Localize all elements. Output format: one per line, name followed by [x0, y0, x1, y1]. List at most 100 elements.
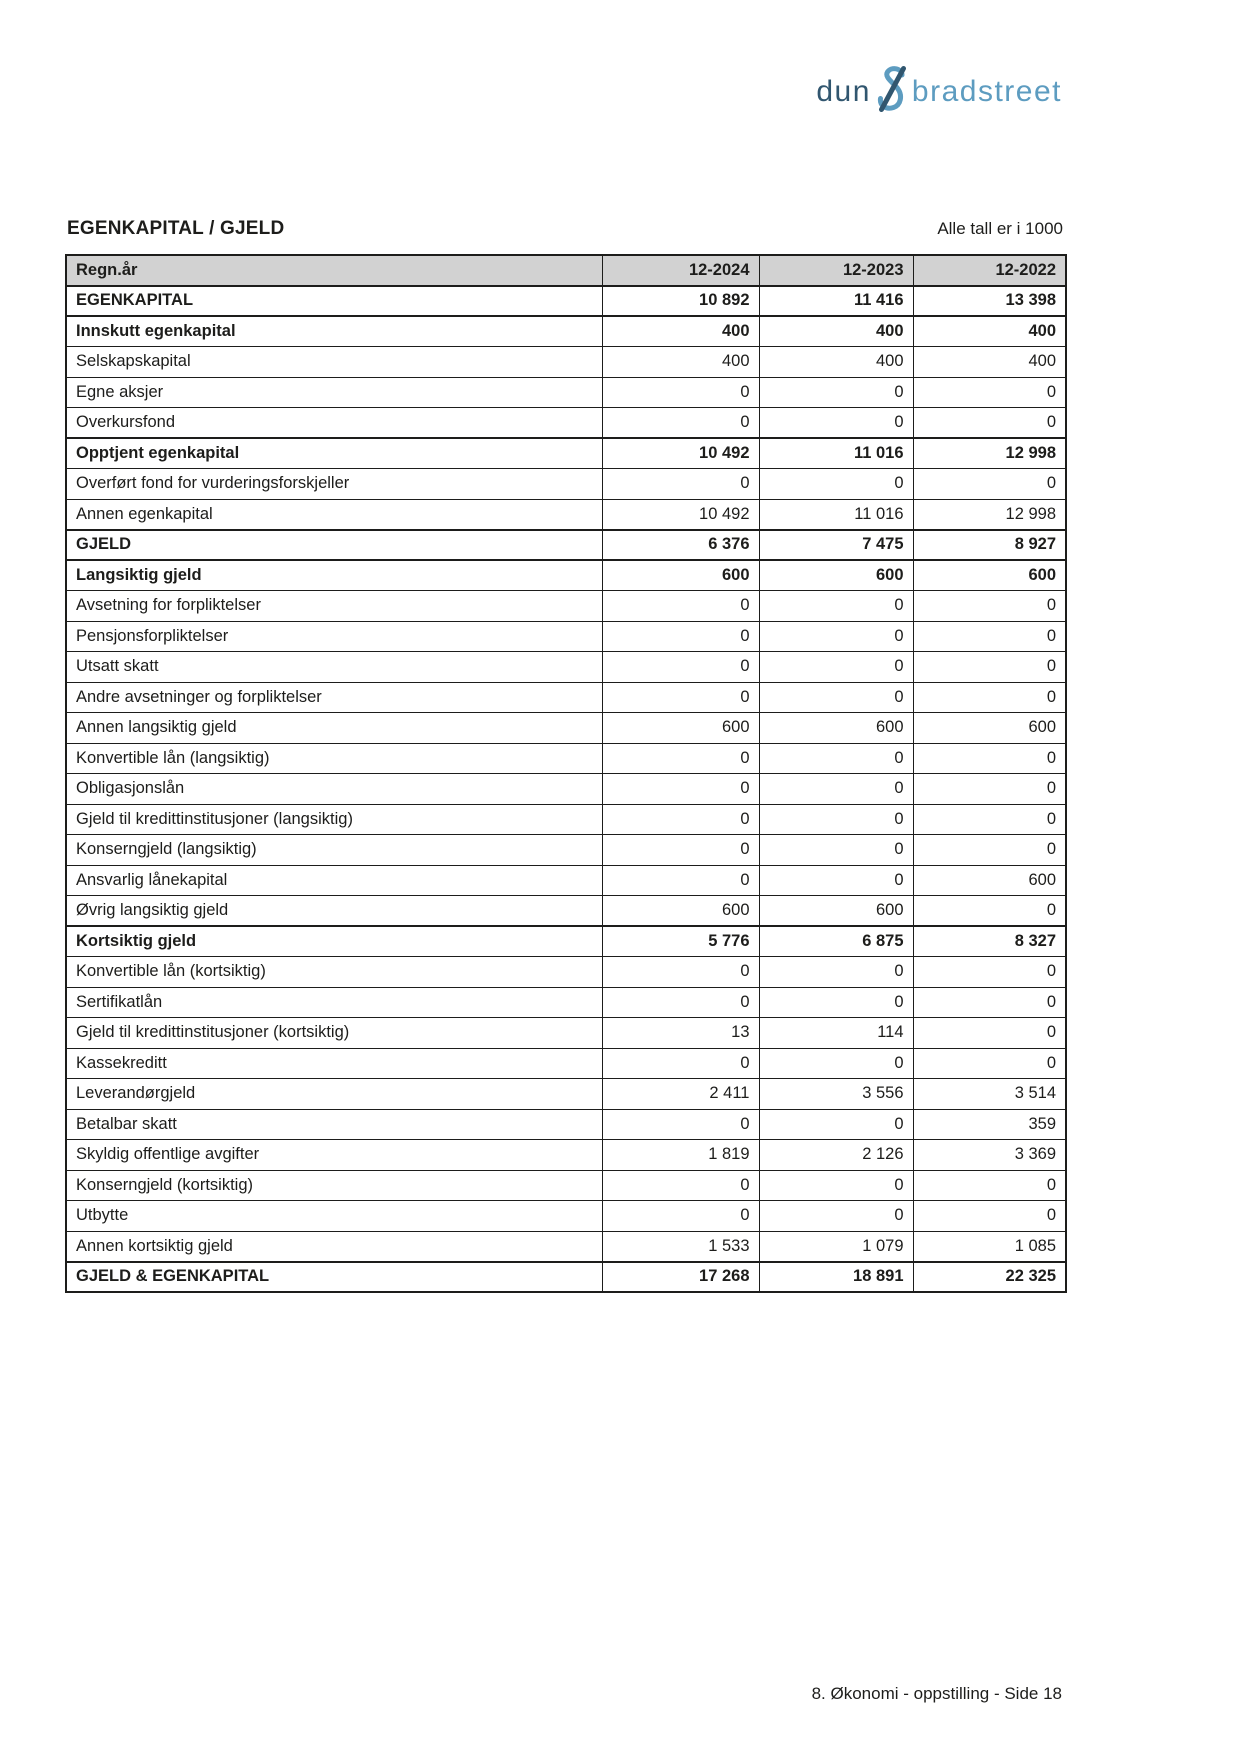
table-row: Kortsiktig gjeld 5 776 6 875 8 327	[65, 925, 1067, 957]
logo-word-dun: dun	[816, 75, 871, 108]
value-cell: 600	[912, 864, 1067, 896]
row-label: Utsatt skatt	[65, 651, 603, 683]
value-cell: 0	[912, 468, 1067, 500]
value-cell: 0	[601, 407, 760, 439]
table-row: Egne aksjer 0 0 0	[65, 376, 1067, 408]
value-cell: 0	[912, 895, 1067, 927]
page-title: EGENKAPITAL / GJELD	[67, 218, 285, 239]
table-row: Øvrig langsiktig gjeld 600 600 0	[65, 895, 1067, 927]
value-cell: 0	[758, 1108, 914, 1140]
value-cell: 3 369	[912, 1139, 1067, 1171]
value-cell: 6 376	[601, 528, 760, 561]
value-cell: 0	[912, 1017, 1067, 1049]
value-cell: 2 126	[758, 1139, 914, 1171]
value-cell: 0	[758, 803, 914, 835]
value-cell: 0	[601, 590, 760, 622]
value-cell: 0	[912, 1200, 1067, 1232]
value-cell: 0	[601, 803, 760, 835]
value-cell: 400	[912, 315, 1067, 347]
table-row: Pensjonsforpliktelser 0 0 0	[65, 620, 1067, 652]
row-label: Innskutt egenkapital	[65, 315, 603, 347]
value-cell: 114	[758, 1017, 914, 1049]
table-row: Konvertible lån (kortsiktig) 0 0 0	[65, 956, 1067, 988]
value-cell: 600	[758, 895, 914, 927]
value-cell: 600	[758, 712, 914, 744]
table-row: Leverandørgjeld 2 411 3 556 3 514	[65, 1078, 1067, 1110]
value-cell: 0	[758, 407, 914, 439]
value-cell: 0	[758, 956, 914, 988]
value-cell: 0	[758, 864, 914, 896]
value-cell: 0	[601, 956, 760, 988]
value-cell: 1 085	[912, 1230, 1067, 1262]
row-label: Overført fond for vurderingsforskjeller	[65, 468, 603, 500]
table-row: Andre avsetninger og forpliktelser 0 0 0	[65, 681, 1067, 713]
table-row: Overført fond for vurderingsforskjeller 0…	[65, 468, 1067, 500]
value-cell: 0	[912, 1169, 1067, 1201]
value-cell: 10 492	[601, 498, 760, 530]
value-cell: 18 891	[758, 1260, 914, 1293]
table-row: Overkursfond 0 0 0	[65, 407, 1067, 439]
ampersand-icon	[877, 66, 906, 112]
value-cell: 0	[601, 468, 760, 500]
balance-sheet-table: Regn.år 12-2024 12-2023 12-2022 EGENKAPITAL…	[65, 254, 1067, 1293]
value-cell: 0	[758, 620, 914, 652]
value-cell: 7 475	[758, 528, 914, 561]
table-row: Annen egenkapital 10 492 11 016 12 998	[65, 498, 1067, 530]
value-cell: 0	[601, 834, 760, 866]
value-cell: 0	[912, 681, 1067, 713]
row-label: Obligasjonslån	[65, 773, 603, 805]
value-cell: 0	[758, 376, 914, 408]
value-cell: 400	[601, 346, 760, 378]
row-label: Konserngjeld (kortsiktig)	[65, 1169, 603, 1201]
value-cell: 2 411	[601, 1078, 760, 1110]
table-row: Opptjent egenkapital 10 492 11 016 12 998	[65, 437, 1067, 469]
table-header-row: Regn.år 12-2024 12-2023 12-2022	[65, 254, 1067, 287]
row-label: Konvertible lån (kortsiktig)	[65, 956, 603, 988]
table-row: Langsiktig gjeld 600 600 600	[65, 559, 1067, 591]
value-cell: 0	[912, 956, 1067, 988]
row-label: Utbytte	[65, 1200, 603, 1232]
table-row: Gjeld til kredittinstitusjoner (langsikt…	[65, 803, 1067, 835]
table-row: GJELD & EGENKAPITAL 17 268 18 891 22 325	[65, 1260, 1067, 1293]
value-cell: 0	[758, 773, 914, 805]
row-label: Konserngjeld (langsiktig)	[65, 834, 603, 866]
table-row: Konvertible lån (langsiktig) 0 0 0	[65, 742, 1067, 774]
row-label: Konvertible lån (langsiktig)	[65, 742, 603, 774]
table-row: GJELD 6 376 7 475 8 927	[65, 528, 1067, 561]
row-label: Avsetning for forpliktelser	[65, 590, 603, 622]
column-header-year: 12-2022	[912, 254, 1067, 287]
value-cell: 11 016	[758, 498, 914, 530]
value-cell: 11 016	[758, 437, 914, 469]
value-cell: 0	[912, 986, 1067, 1018]
row-label: Selskapskapital	[65, 346, 603, 378]
value-cell: 0	[912, 620, 1067, 652]
value-cell: 8 927	[912, 528, 1067, 561]
value-cell: 359	[912, 1108, 1067, 1140]
value-cell: 0	[758, 986, 914, 1018]
value-cell: 0	[912, 407, 1067, 439]
row-label: Kortsiktig gjeld	[65, 925, 603, 957]
row-label: Kassekreditt	[65, 1047, 603, 1079]
column-header-label: Regn.år	[65, 254, 603, 287]
table-row: EGENKAPITAL 10 892 11 416 13 398	[65, 284, 1067, 317]
row-label: Sertifikatlån	[65, 986, 603, 1018]
value-cell: 0	[758, 651, 914, 683]
value-cell: 13 398	[912, 284, 1067, 317]
table-row: Sertifikatlån 0 0 0	[65, 986, 1067, 1018]
table-row: Avsetning for forpliktelser 0 0 0	[65, 590, 1067, 622]
value-cell: 8 327	[912, 925, 1067, 957]
row-label: Annen kortsiktig gjeld	[65, 1230, 603, 1262]
value-cell: 0	[601, 864, 760, 896]
value-cell: 0	[758, 1047, 914, 1079]
row-label: Andre avsetninger og forpliktelser	[65, 681, 603, 713]
value-cell: 600	[912, 559, 1067, 591]
value-cell: 22 325	[912, 1260, 1067, 1293]
row-label: Overkursfond	[65, 407, 603, 439]
value-cell: 12 998	[912, 437, 1067, 469]
value-cell: 3 556	[758, 1078, 914, 1110]
table-row: Betalbar skatt 0 0 359	[65, 1108, 1067, 1140]
row-label: Skyldig offentlige avgifter	[65, 1139, 603, 1171]
row-label: Betalbar skatt	[65, 1108, 603, 1140]
table-row: Annen langsiktig gjeld 600 600 600	[65, 712, 1067, 744]
value-cell: 0	[601, 651, 760, 683]
